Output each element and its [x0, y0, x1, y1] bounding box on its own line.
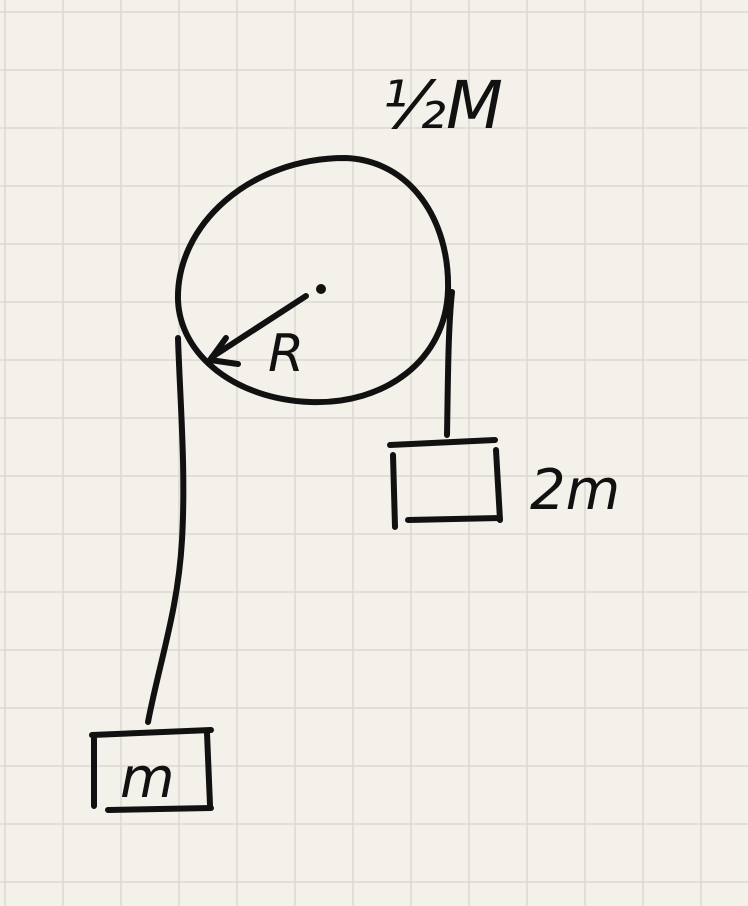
right-block-label: 2m	[530, 458, 620, 523]
radius-label: R	[268, 324, 304, 384]
radius-arrow-line	[209, 293, 309, 360]
left-rope	[145, 335, 187, 725]
left-block-label: m	[120, 746, 175, 811]
radius-arrow-head	[207, 335, 241, 367]
left-block	[89, 727, 214, 813]
right-block	[387, 437, 503, 530]
right-rope	[444, 289, 455, 438]
pulley-center-dot	[316, 284, 326, 294]
pulley-mass-label: ½M	[382, 67, 503, 144]
pulley-disk	[174, 155, 452, 406]
